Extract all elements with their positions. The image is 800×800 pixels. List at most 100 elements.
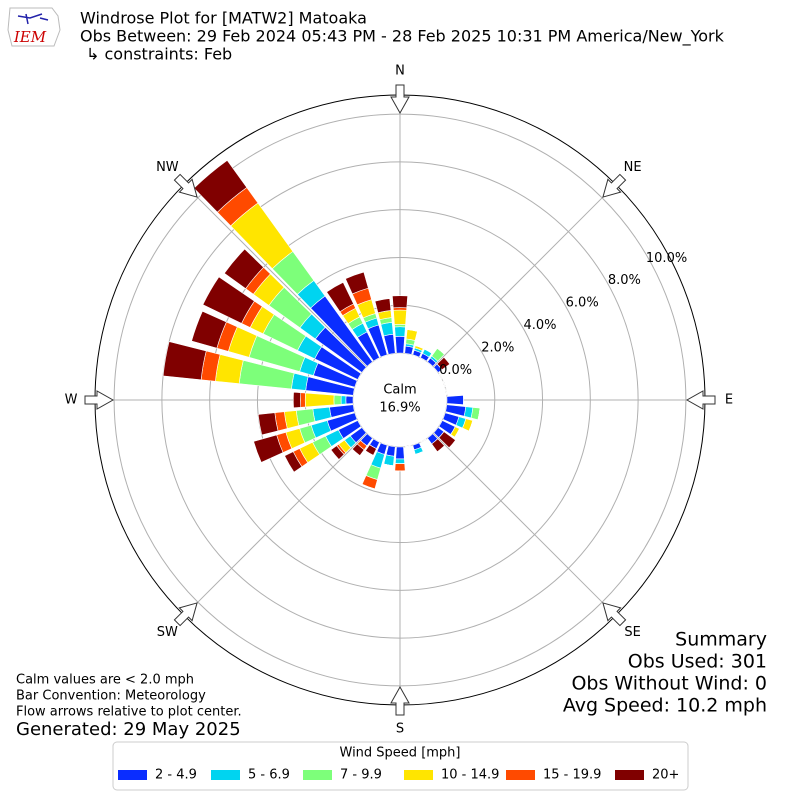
legend-swatch [615, 770, 644, 780]
bar-segment [291, 372, 309, 391]
flow-arrow-shape [602, 602, 627, 627]
bar-segment [394, 463, 406, 472]
bar-segment [162, 341, 207, 381]
flow-arrow-shape [390, 84, 410, 115]
bar-segment [438, 373, 443, 380]
summary-line: Obs Used: 301 [628, 651, 767, 673]
spoke [432, 183, 617, 368]
bar-segment [374, 298, 392, 314]
note-line: Flow arrows relative to plot center. [16, 705, 242, 720]
legend-swatch [118, 770, 147, 780]
compass-label: W [65, 393, 78, 408]
bar-segment [284, 451, 303, 473]
spoke [432, 432, 617, 617]
flow-arrow [602, 602, 627, 627]
flow-arrow-shape [173, 602, 198, 627]
compass-label: N [395, 64, 405, 79]
flow-arrow [602, 173, 627, 198]
bar-segment [395, 335, 405, 354]
flow-arrow [685, 390, 716, 410]
flow-arrow [84, 390, 115, 410]
flow-arrow-shape [390, 685, 410, 716]
calm-value: 16.9% [379, 401, 420, 416]
compass-label: E [725, 393, 733, 408]
r-tick-label: 6.0% [566, 296, 599, 311]
r-tick-label: 2.0% [481, 340, 514, 355]
spoke [183, 432, 368, 617]
legend-label: 15 - 19.9 [543, 768, 601, 783]
bar-segment [215, 354, 244, 384]
bar-segment [420, 438, 427, 443]
note-line: Calm values are < 2.0 mph [16, 673, 194, 688]
bar-segment [351, 443, 365, 456]
bar-segment [333, 394, 342, 406]
r-tick-label: 10.0% [646, 251, 687, 266]
bar-segment [431, 438, 445, 453]
bar-segment [436, 356, 451, 371]
bar-segment [392, 295, 408, 309]
bar-segment [223, 248, 264, 290]
bar-segment [304, 392, 335, 408]
bar-segment [383, 454, 395, 467]
bar-segment [345, 271, 369, 295]
bar-segment [415, 345, 424, 349]
bar-segment [395, 446, 405, 460]
compass-label: NW [156, 160, 179, 175]
spoke [183, 183, 368, 368]
logo: IEM [7, 7, 61, 47]
bar-segment [445, 388, 448, 396]
bar-segment [394, 326, 406, 337]
summary-line: Summary [675, 629, 767, 651]
bar-segment [380, 322, 394, 337]
legend-swatch [303, 770, 332, 780]
flow-arrow-shape [602, 173, 627, 198]
bar-segment [438, 431, 456, 449]
bar-segment [330, 445, 345, 460]
legend: 2 - 4.9 5 - 6.9 7 - 9.9 10 - 14.9 15 - 19.9 2… [118, 768, 679, 783]
bar-segment [446, 395, 465, 405]
bar-segment [193, 159, 248, 213]
flow-arrow [390, 685, 410, 716]
constraints: ↳ constraints: Feb [86, 45, 232, 64]
bar-segment [295, 408, 316, 426]
legend-swatch [404, 770, 433, 780]
legend-label: 5 - 6.9 [248, 768, 290, 783]
r-tick-label: 4.0% [523, 318, 556, 333]
logo-text: IEM [13, 28, 47, 46]
bar-segment [365, 444, 377, 456]
bar-segment [191, 310, 227, 349]
summary-line: Obs Without Wind: 0 [571, 673, 767, 695]
compass-label: S [396, 722, 404, 737]
bar-segment [385, 445, 396, 457]
summary-line: Avg Speed: 10.2 mph [563, 695, 767, 717]
r-tick-label: 8.0% [608, 273, 641, 288]
flow-arrow-shape [173, 173, 198, 198]
bar-segment [292, 391, 302, 409]
flow-arrow [173, 173, 198, 198]
bar-segment [395, 458, 405, 465]
bar-segment [300, 392, 306, 408]
flow-arrow-shape [84, 390, 115, 410]
bar-segment [340, 395, 347, 405]
legend-label: 2 - 4.9 [155, 768, 197, 783]
bar-segment [362, 483, 375, 490]
bar-segment [202, 276, 255, 324]
compass-label: SE [624, 625, 640, 640]
legend-label: 7 - 9.9 [340, 768, 382, 783]
flow-arrow [390, 84, 410, 115]
flow-arrow [173, 602, 198, 627]
legend-frame [112, 741, 689, 791]
chart-title: Windrose Plot for [MATW2] Matoaka [80, 9, 367, 28]
flow-arrow-shape [685, 390, 716, 410]
legend-title: Wind Speed [mph] [340, 746, 461, 761]
legend-label: 20+ [652, 768, 679, 783]
legend-swatch [506, 770, 535, 780]
bar-segment [393, 309, 407, 325]
calm-label: Calm [383, 383, 416, 398]
compass-label: SW [157, 625, 178, 640]
logo-map [7, 7, 61, 47]
bar-segment [345, 395, 354, 405]
